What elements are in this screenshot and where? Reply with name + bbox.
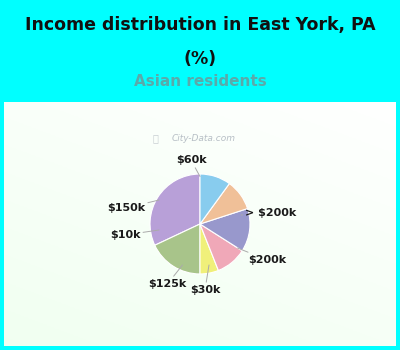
Wedge shape bbox=[200, 183, 248, 224]
Text: $10k: $10k bbox=[110, 230, 159, 240]
Text: > $200k: > $200k bbox=[241, 208, 296, 218]
Text: $60k: $60k bbox=[176, 155, 206, 176]
Wedge shape bbox=[200, 174, 229, 224]
Text: $30k: $30k bbox=[190, 265, 220, 295]
Text: $150k: $150k bbox=[107, 200, 159, 213]
Text: (%): (%) bbox=[184, 50, 216, 68]
Wedge shape bbox=[200, 224, 218, 274]
Wedge shape bbox=[155, 224, 200, 274]
Text: Income distribution in East York, PA: Income distribution in East York, PA bbox=[25, 16, 375, 34]
Text: Asian residents: Asian residents bbox=[134, 74, 266, 89]
Wedge shape bbox=[200, 209, 250, 251]
Text: City-Data.com: City-Data.com bbox=[172, 134, 236, 142]
Text: $125k: $125k bbox=[148, 265, 187, 289]
Wedge shape bbox=[200, 224, 242, 271]
Text: Ⓚ: Ⓚ bbox=[152, 134, 158, 143]
Text: $200k: $200k bbox=[238, 248, 286, 265]
Wedge shape bbox=[150, 174, 200, 245]
